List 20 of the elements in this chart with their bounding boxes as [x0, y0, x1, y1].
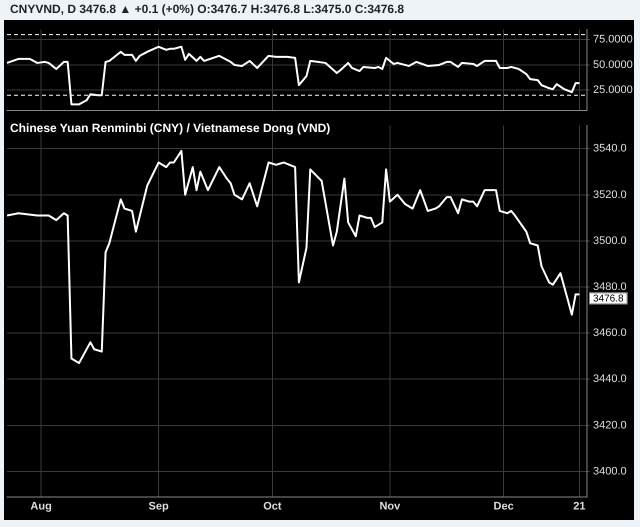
- x-tick-label: Dec: [494, 500, 514, 512]
- y-tick-label: 3540.0: [593, 142, 627, 155]
- y-tick-label: 3500.0: [593, 234, 627, 247]
- x-tick-label: Aug: [30, 500, 52, 512]
- y-tick-label: 3480.0: [593, 281, 627, 294]
- x-tick-label: 21: [573, 500, 586, 512]
- y-tick-label: 3520.0: [593, 188, 627, 201]
- y-tick-label: 75.0000: [593, 34, 633, 46]
- y-tick-label: 3440.0: [593, 373, 627, 386]
- x-tick-label: Oct: [263, 500, 282, 512]
- chart-title: Chinese Yuan Renminbi (CNY) / Vietnamese Dong (VND): [10, 121, 330, 135]
- y-tick-label: 3400.0: [593, 465, 627, 478]
- text: 3476.8: [593, 294, 624, 305]
- y-tick-label: 3420.0: [593, 419, 627, 432]
- x-tick-label: Nov: [379, 500, 402, 512]
- chart-title: CNYVND, D 3476.8 ▲ +0.1 (+0%) O:3476.7 H:3476.8 L:3475.0 C:3476.8: [10, 2, 404, 16]
- y-tick-label: 50.0000: [593, 58, 633, 71]
- y-tick-label: 3460.0: [593, 327, 627, 340]
- x-tick-label: Sep: [148, 500, 169, 512]
- y-tick-label: 25.0000: [593, 84, 633, 96]
